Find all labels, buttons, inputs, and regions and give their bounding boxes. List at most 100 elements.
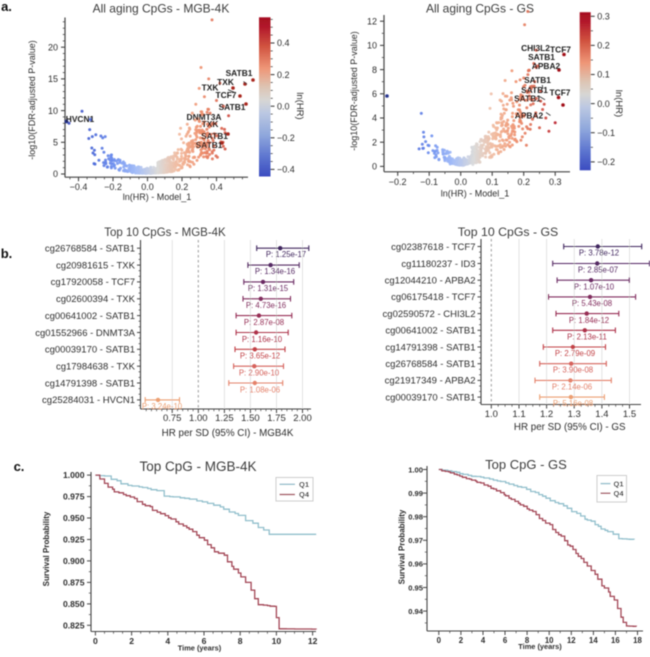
svg-text:8: 8 <box>525 636 530 645</box>
svg-text:Q1: Q1 <box>299 480 309 489</box>
svg-text:−0.1: −0.1 <box>420 177 438 187</box>
svg-text:cg14791398 - SATB1: cg14791398 - SATB1 <box>385 342 475 353</box>
svg-text:18: 18 <box>633 636 642 645</box>
svg-text:SATB1: SATB1 <box>219 102 246 112</box>
svg-text:10: 10 <box>367 41 377 51</box>
svg-text:-log10(FDR-adjusted P-value): -log10(FDR-adjusted P-value) <box>349 31 359 151</box>
svg-text:CHI3L2: CHI3L2 <box>521 43 550 53</box>
svg-text:0.900: 0.900 <box>63 556 85 566</box>
svg-text:0.950: 0.950 <box>63 513 85 523</box>
svg-text:0: 0 <box>437 636 442 645</box>
svg-text:cg00039170 - SATB1: cg00039170 - SATB1 <box>385 392 475 403</box>
svg-text:Time (years): Time (years) <box>518 642 562 651</box>
svg-text:P: 2.79e-09: P: 2.79e-09 <box>555 349 595 358</box>
svg-text:TCF7: TCF7 <box>550 45 571 55</box>
svg-text:0: 0 <box>93 636 98 646</box>
svg-text:P: 2.14e-06: P: 2.14e-06 <box>552 382 592 391</box>
svg-text:−0.4: −0.4 <box>277 165 295 175</box>
svg-text:6: 6 <box>372 89 377 99</box>
svg-text:SATB1: SATB1 <box>521 85 548 95</box>
svg-text:−0.1: −0.1 <box>597 128 615 138</box>
svg-text:DNMT3A: DNMT3A <box>187 112 222 122</box>
svg-text:P: 3.24e-10: P: 3.24e-10 <box>142 402 183 411</box>
svg-text:6: 6 <box>202 636 207 646</box>
svg-text:4: 4 <box>165 636 170 646</box>
svg-text:12: 12 <box>308 636 318 646</box>
svg-text:cg02387618 - TCF7: cg02387618 - TCF7 <box>391 242 475 253</box>
svg-text:cg17984638 - TXK: cg17984638 - TXK <box>56 362 136 373</box>
svg-text:5: 5 <box>53 138 58 148</box>
svg-text:P: 1.07e-10: P: 1.07e-10 <box>574 282 615 291</box>
svg-text:TXK: TXK <box>202 83 219 93</box>
svg-text:1.0: 1.0 <box>485 409 498 420</box>
svg-text:All aging CpGs - MGB-4K: All aging CpGs - MGB-4K <box>93 2 230 16</box>
svg-text:P: 2.13e-11: P: 2.13e-11 <box>567 332 607 341</box>
svg-text:1.3: 1.3 <box>568 409 581 420</box>
svg-text:cg14791398 - SATB1: cg14791398 - SATB1 <box>45 378 135 389</box>
svg-text:8: 8 <box>372 65 377 75</box>
svg-text:P: 1.25e-17: P: 1.25e-17 <box>266 250 306 259</box>
svg-text:−0.2: −0.2 <box>389 177 407 187</box>
svg-text:P: 2.85e-07: P: 2.85e-07 <box>578 265 618 274</box>
svg-text:ln(HR) - Model_1: ln(HR) - Model_1 <box>441 189 510 199</box>
svg-text:P: 1.34e-16: P: 1.34e-16 <box>255 267 295 276</box>
svg-text:P: 3.65e-12: P: 3.65e-12 <box>240 351 280 360</box>
svg-text:Time (years): Time (years) <box>178 644 222 653</box>
svg-text:P: 1.08e-06: P: 1.08e-06 <box>240 385 280 394</box>
svg-text:Top CpG - MGB-4K: Top CpG - MGB-4K <box>139 459 256 474</box>
svg-text:SATB1: SATB1 <box>196 140 223 150</box>
svg-text:SATB1: SATB1 <box>528 52 555 62</box>
svg-text:0.0: 0.0 <box>277 101 290 111</box>
svg-text:Q1: Q1 <box>614 479 624 488</box>
svg-text:P: 4.73e-16: P: 4.73e-16 <box>246 301 286 310</box>
svg-text:1.00: 1.00 <box>408 465 423 474</box>
svg-text:0.825: 0.825 <box>63 620 85 630</box>
svg-text:2.00: 2.00 <box>293 413 312 424</box>
svg-text:0.95: 0.95 <box>408 583 424 592</box>
svg-text:TCF7: TCF7 <box>216 90 237 100</box>
svg-text:1.000: 1.000 <box>63 470 85 480</box>
svg-text:0.98: 0.98 <box>408 513 423 522</box>
svg-text:10: 10 <box>545 636 554 645</box>
svg-text:1.00: 1.00 <box>189 413 208 424</box>
svg-text:0.94: 0.94 <box>408 607 424 616</box>
svg-text:−0.4: −0.4 <box>70 182 88 192</box>
svg-text:0.0: 0.0 <box>597 99 610 109</box>
svg-text:12: 12 <box>367 16 377 26</box>
svg-text:cg11180237 - ID3: cg11180237 - ID3 <box>401 259 475 270</box>
svg-text:0.850: 0.850 <box>63 599 85 609</box>
svg-text:10: 10 <box>272 636 282 646</box>
svg-text:4: 4 <box>481 636 486 645</box>
svg-text:cg00641002 - SATB1: cg00641002 - SATB1 <box>45 311 135 322</box>
svg-text:cg12044210 - APBA2: cg12044210 - APBA2 <box>385 276 476 287</box>
svg-text:0: 0 <box>372 162 377 172</box>
svg-text:20: 20 <box>48 42 58 52</box>
svg-text:0.4: 0.4 <box>210 182 223 192</box>
svg-text:0.2: 0.2 <box>277 70 290 80</box>
svg-text:P: 2.87e-08: P: 2.87e-08 <box>244 318 284 327</box>
svg-text:−0.2: −0.2 <box>597 157 615 167</box>
svg-text:0.99: 0.99 <box>408 489 423 498</box>
svg-text:P: 1.31e-15: P: 1.31e-15 <box>248 284 289 293</box>
svg-text:0.0: 0.0 <box>454 177 467 187</box>
svg-text:0.4: 0.4 <box>277 38 290 48</box>
svg-text:Survival Probability: Survival Probability <box>398 509 407 584</box>
svg-text:0.3: 0.3 <box>597 12 610 22</box>
svg-text:cg01552966 - DNMT3A: cg01552966 - DNMT3A <box>35 328 135 339</box>
svg-text:APBA2: APBA2 <box>532 61 561 71</box>
svg-text:2: 2 <box>129 636 134 646</box>
svg-text:SATB1: SATB1 <box>514 94 541 104</box>
svg-text:1.2: 1.2 <box>540 409 553 420</box>
svg-text:0.0: 0.0 <box>141 182 154 192</box>
svg-text:1.75: 1.75 <box>267 413 286 424</box>
svg-text:-log10(FDR-adjusted P-value): -log10(FDR-adjusted P-value) <box>27 40 37 160</box>
svg-text:12: 12 <box>567 636 576 645</box>
svg-text:1.50: 1.50 <box>241 413 260 424</box>
svg-text:P: 1.84e-12: P: 1.84e-12 <box>569 316 609 325</box>
svg-text:1.4: 1.4 <box>595 409 608 420</box>
svg-text:2: 2 <box>459 636 464 645</box>
svg-text:Survival Probability: Survival Probability <box>42 511 51 586</box>
svg-text:P: 3.78e-12: P: 3.78e-12 <box>579 248 619 257</box>
svg-text:0.2: 0.2 <box>597 41 610 51</box>
svg-text:0.1: 0.1 <box>486 177 499 187</box>
